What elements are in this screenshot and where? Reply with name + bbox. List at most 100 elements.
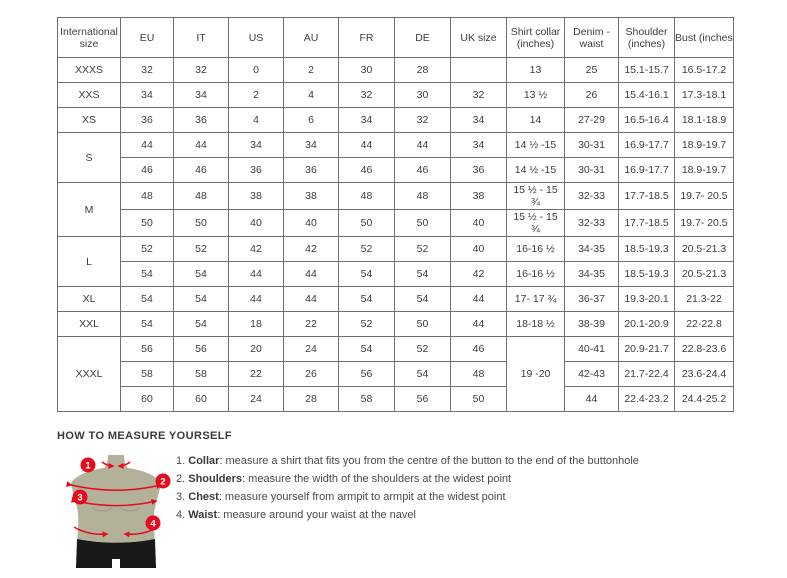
table-cell: 42 [450, 261, 507, 287]
table-cell: 32 [394, 107, 451, 133]
table-cell: 54 [173, 261, 229, 287]
collar-arrow [101, 461, 115, 469]
table-row: 50 50 40 40 50 50 40 15 ½ - 15 ¾ 32-33 17.7-18.5 1… [58, 209, 734, 237]
header-row: International size EU IT US AU FR DE UK size Shi… [57, 17, 734, 58]
table-cell: 34 [173, 82, 229, 108]
table-cell: 34-35 [564, 261, 619, 287]
table-cell: 50 [450, 386, 507, 412]
table-cell: 36 [228, 157, 284, 183]
column-header: Denim - waist [564, 17, 619, 58]
table-cell: 24.4-25.2 [674, 386, 734, 412]
table-cell: 14 ½ -15 [506, 157, 565, 183]
table-cell: 22.4-23.2 [618, 386, 675, 412]
table-cell: 13 ½ [506, 82, 565, 108]
table-cell: 16.9-17.7 [618, 157, 675, 183]
table-cell: 34 [450, 107, 507, 133]
table-cell: 50 [120, 209, 174, 237]
table-cell: 36 [120, 107, 174, 133]
table-cell: 6 [283, 107, 339, 133]
step-text: : measure the width of the shoulders at … [242, 473, 512, 485]
size-group-label: XXL [57, 311, 121, 337]
table-row: XL 54 54 44 44 54 54 44 17- 17 ¾ 36-37 19.3-20.1 21… [57, 286, 734, 312]
table-cell: 2 [228, 82, 284, 108]
size-group-label: XXS [57, 82, 121, 108]
table-cell: 54 [394, 286, 451, 312]
table-cell: 18.5-19.3 [618, 261, 675, 287]
measure-heading: HOW TO MEASURE YOURSELF [57, 430, 233, 442]
table-cell: 20 [228, 336, 284, 362]
step-label: Waist [188, 509, 218, 521]
table-cell: 19.7- 20.5 [674, 182, 734, 210]
table-cell: 34 [228, 132, 284, 158]
table-cell: 54 [173, 286, 229, 312]
column-header: AU [283, 17, 339, 58]
table-cell: 17.7-18.5 [618, 182, 675, 210]
table-cell: 46 [173, 157, 229, 183]
table-cell: 18.5-19.3 [618, 236, 675, 262]
table-cell: 42 [283, 236, 339, 262]
column-header: EU [120, 17, 174, 58]
table-cell: 25 [564, 57, 619, 83]
table-cell: 40-41 [564, 336, 619, 362]
table-cell [450, 57, 507, 83]
svg-text:2: 2 [160, 476, 165, 487]
table-cell: 54 [338, 336, 395, 362]
table-cell: 32 [120, 57, 174, 83]
table-cell: 48 [173, 182, 229, 210]
size-group-label: L [57, 236, 121, 287]
table-cell: 44 [228, 286, 284, 312]
table-cell: 56 [394, 386, 451, 412]
column-header: Shoulder (inches) [618, 17, 675, 58]
table-cell: 27-29 [564, 107, 619, 133]
size-group-label: XL [57, 286, 121, 312]
table-cell: 50 [394, 311, 451, 337]
table-cell: 44 [450, 286, 507, 312]
table-cell: 28 [394, 57, 451, 83]
table-cell: 18-18 ½ [506, 311, 565, 337]
table-cell: 32 [173, 57, 229, 83]
badge-3: 3 [72, 489, 88, 505]
table-row: 46 46 36 36 46 46 36 14 ½ -15 30-31 16.9-17.7 18.9… [58, 157, 734, 183]
step-number: 3. [176, 491, 186, 503]
table-cell: 40 [283, 209, 339, 237]
table-cell: 18.1-18.9 [674, 107, 734, 133]
table-cell: 54 [120, 261, 174, 287]
table-cell: 44 [283, 286, 339, 312]
table-cell: 48 [450, 361, 507, 387]
table-cell: 21.7-22.4 [618, 361, 675, 387]
table-cell: 38 [450, 182, 507, 210]
size-chart-header: International size EU IT US AU FR DE UK size Shi… [57, 17, 734, 58]
table-cell: 56 [120, 336, 174, 362]
table-row: S 44 44 34 34 44 44 34 14 ½ -15 30-31 16.9-17.7 18.… [57, 132, 734, 183]
table-row: M 48 48 38 38 48 48 38 15 ½ - 15 ¾ 32-33 17.7-18.5… [57, 182, 734, 237]
collar-arrow [117, 461, 131, 469]
column-header: International size [57, 17, 121, 58]
shoulder-arrow [65, 481, 163, 491]
svg-text:3: 3 [77, 492, 82, 503]
table-cell: 15 ½ - 15 ¾ [506, 209, 565, 237]
table-cell: 16.5-16.4 [618, 107, 675, 133]
step-text: : measure yourself from armpit to armpit… [218, 491, 506, 503]
table-cell: 26 [564, 82, 619, 108]
table-cell: 40 [450, 209, 507, 237]
table-cell: 54 [120, 286, 174, 312]
step-label: Collar [188, 455, 220, 467]
table-cell: 15.1-15.7 [618, 57, 675, 83]
table-cell: 44 [228, 261, 284, 287]
table-row: 60 60 24 28 58 56 50 44 22.4-23.2 24.4-25.2 [58, 386, 734, 412]
waist-arrow [73, 526, 109, 538]
table-cell: 50 [338, 209, 395, 237]
column-header: Shirt collar (inches) [506, 17, 565, 58]
table-cell: 58 [338, 386, 395, 412]
table-row: XS 36 36 4 6 34 32 34 14 27-29 16.5-16.4 18.1-18.9 [57, 107, 734, 133]
table-cell: 60 [120, 386, 174, 412]
step-text: : measure around your waist at the navel [217, 509, 416, 521]
column-header: DE [394, 17, 451, 58]
table-cell: 54 [120, 311, 174, 337]
table-cell: 28 [283, 386, 339, 412]
table-cell: 26 [283, 361, 339, 387]
table-cell: 16-16 ½ [506, 236, 565, 262]
measure-step: 1. Collar: measure a shirt that fits you… [176, 455, 639, 468]
column-header: Bust (inches) [674, 17, 734, 58]
table-cell: 4 [228, 107, 284, 133]
